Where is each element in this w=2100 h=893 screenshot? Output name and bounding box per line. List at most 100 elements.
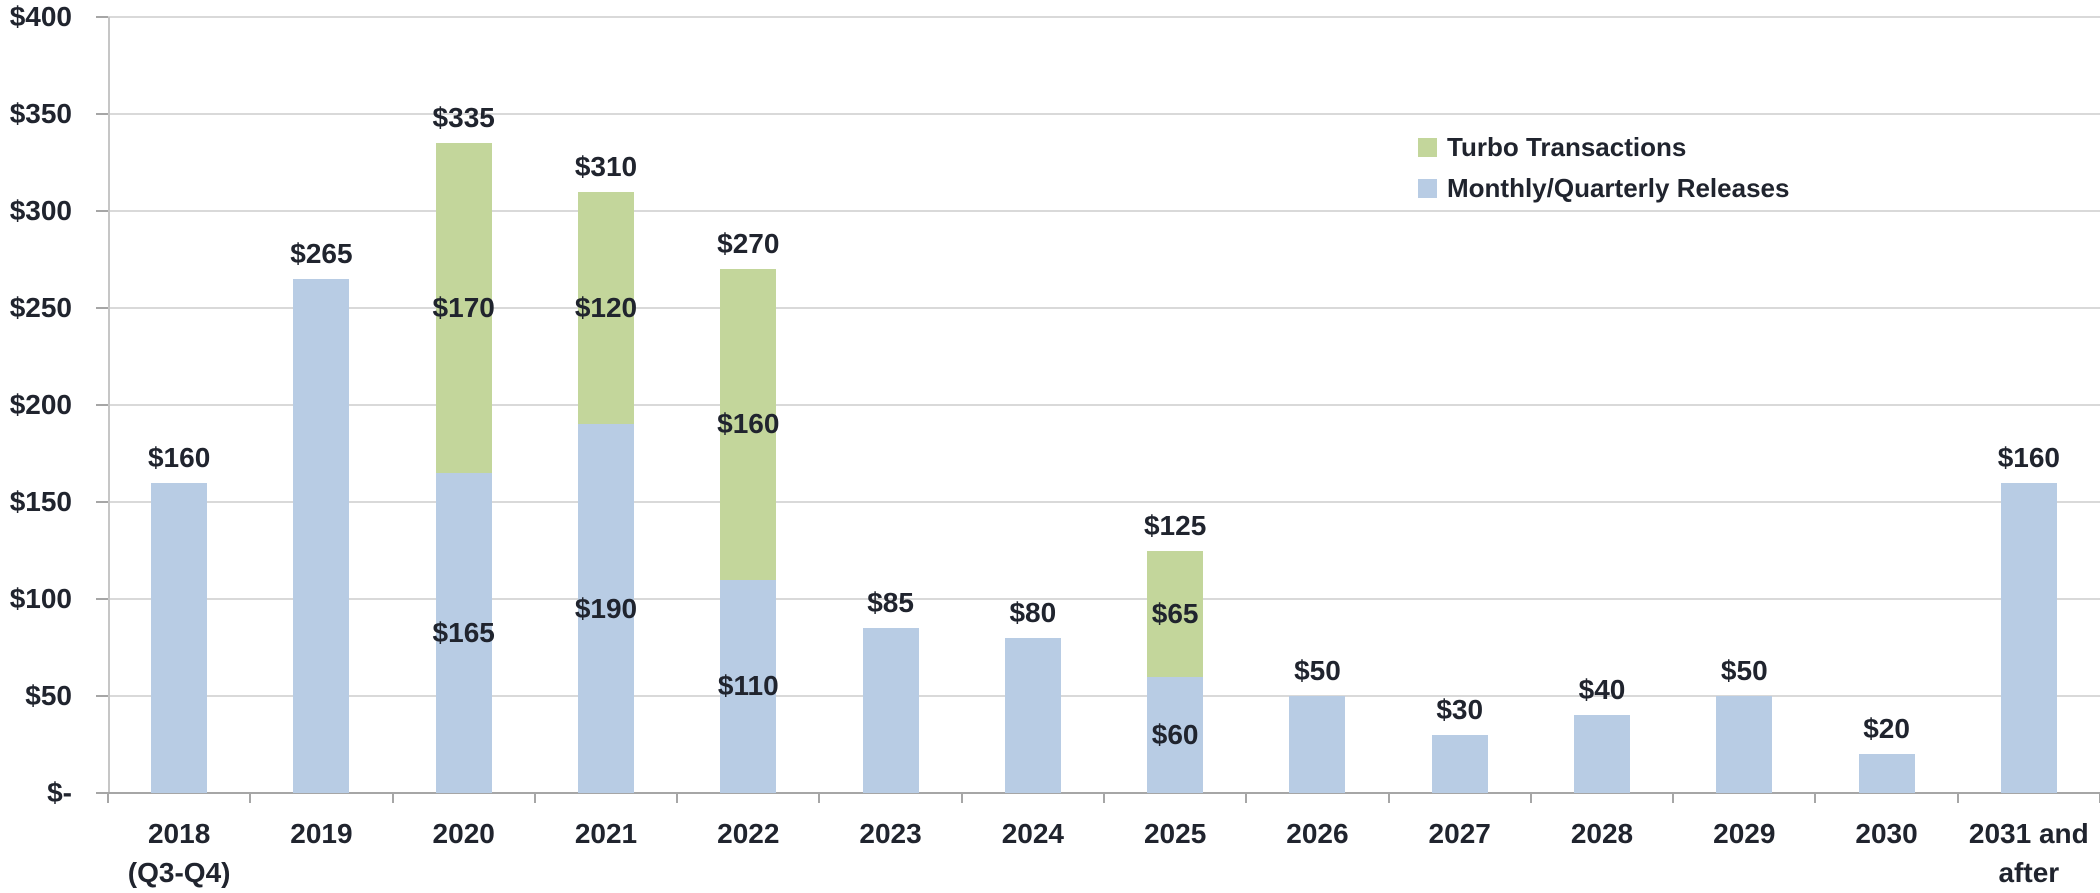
- gridline: [108, 501, 2100, 503]
- x-axis-label-line: 2022: [717, 818, 780, 849]
- bar-segment-monthly: [435, 472, 492, 793]
- y-axis-tick: [96, 404, 108, 406]
- bar-segment-monthly: [578, 424, 634, 793]
- x-axis-label-line: (Q3-Q4): [127, 857, 231, 888]
- x-axis-label: 2029: [1624, 814, 1864, 853]
- bar-segment-monthly: [1716, 696, 1773, 793]
- bar-segment-monthly: [1574, 715, 1630, 793]
- x-axis-tick: [391, 793, 394, 803]
- segment-label-turbo: $170: [432, 292, 495, 323]
- x-axis-tick: [1672, 793, 1675, 803]
- x-axis-label-line: 2029: [1713, 818, 1776, 849]
- x-axis-label-line: 2031 and: [1968, 818, 2089, 849]
- bar-segment-monthly: [151, 482, 208, 793]
- x-axis-label: 2028: [1482, 814, 1722, 853]
- x-axis-label: 2031 and after: [1909, 814, 2100, 892]
- legend-item: Turbo Transactions: [1418, 132, 1789, 162]
- x-axis-tick: [1103, 793, 1105, 803]
- x-axis-label: 2019: [201, 814, 441, 853]
- total-label: $265: [290, 237, 353, 269]
- total-label: $30: [1436, 693, 1484, 725]
- x-axis-label: 2020: [344, 814, 584, 853]
- x-axis-tick: [1956, 793, 1959, 803]
- bar-segment-turbo: [720, 269, 777, 580]
- segment-label-monthly: $110: [717, 670, 779, 702]
- x-axis-label-line: 2025: [1143, 818, 1207, 849]
- y-axis-tick: [96, 210, 108, 212]
- x-axis-label-line: 2020: [432, 818, 495, 849]
- total-label: $160: [1997, 441, 2060, 473]
- total-label: $50: [1720, 655, 1768, 686]
- x-axis-tick: [1245, 793, 1248, 803]
- x-axis-label-line: 2023: [859, 818, 922, 849]
- y-axis-label: $-: [47, 777, 72, 808]
- y-axis-tick: [96, 598, 108, 600]
- y-axis-line: [108, 17, 110, 793]
- gridline: [108, 695, 2100, 697]
- total-label: $270: [717, 228, 780, 260]
- x-axis-tick: [533, 793, 536, 803]
- gridline: [108, 598, 2100, 600]
- x-axis-label-line: 2030: [1855, 818, 1918, 849]
- x-axis-tick: [107, 793, 109, 803]
- x-axis-label: 2021: [486, 814, 726, 853]
- bar-segment-turbo: [578, 191, 634, 425]
- bar-segment-monthly: [1289, 696, 1346, 793]
- total-label: $85: [867, 587, 914, 619]
- y-axis-label: $150: [9, 486, 72, 517]
- gridline: [108, 404, 2100, 406]
- x-axis-label: 2024: [913, 814, 1153, 853]
- chart-legend: Turbo Transactions Monthly/Quarterly Rele…: [1418, 132, 1790, 218]
- x-axis-label-line: 2019: [290, 818, 353, 849]
- y-axis-tick: [96, 307, 108, 309]
- x-axis-tick: [960, 793, 963, 803]
- total-label: $335: [432, 102, 495, 134]
- x-axis-label: 2025: [1055, 814, 1295, 853]
- total-label: $160: [147, 441, 211, 473]
- legend-item: Monthly/Quarterly Releases: [1418, 173, 1790, 203]
- gridline: [108, 307, 2100, 309]
- x-axis-tick: [1529, 793, 1532, 803]
- bar-segment-turbo: [1147, 550, 1204, 677]
- bar-segment-monthly: [720, 579, 777, 793]
- x-axis-label: 2030: [1767, 814, 2007, 853]
- x-axis-tick: [818, 793, 821, 803]
- bar-segment-monthly: [2000, 482, 2057, 793]
- segment-label-turbo: $120: [574, 292, 638, 323]
- segment-label-monthly: $190: [574, 592, 638, 624]
- x-axis-line: [96, 792, 2100, 794]
- total-label: $20: [1863, 713, 1910, 745]
- x-axis-label-line: 2026: [1286, 818, 1349, 849]
- y-axis-tick: [96, 16, 108, 18]
- y-axis-tick: [96, 501, 108, 503]
- legend-label: Monthly/Quarterly Releases: [1447, 173, 1790, 203]
- x-axis-tick: [676, 793, 679, 803]
- legend-swatch-icon: [1418, 178, 1437, 198]
- legend-swatch-icon: [1418, 137, 1437, 157]
- x-axis-label-line: after: [1998, 857, 2060, 888]
- total-label: $125: [1143, 509, 1207, 541]
- y-axis-tick: [96, 113, 108, 115]
- x-axis-label-line: 2027: [1428, 818, 1491, 849]
- segment-label-turbo: $65: [1151, 597, 1199, 629]
- total-label: $310: [574, 150, 638, 182]
- x-axis-label: 2023: [771, 814, 1011, 853]
- y-axis-label: $200: [9, 389, 72, 420]
- segment-label-monthly: $60: [1151, 718, 1199, 750]
- total-label: $50: [1294, 655, 1341, 686]
- y-axis-label: $250: [9, 292, 72, 323]
- y-axis-label: $100: [9, 583, 72, 614]
- y-axis-tick: [96, 695, 108, 697]
- x-axis-label-line: 2024: [1001, 818, 1064, 849]
- gridline: [108, 113, 2100, 115]
- gridline: [108, 210, 2100, 212]
- x-axis-label: 2027: [1340, 814, 1580, 853]
- y-axis-label: $50: [25, 680, 72, 711]
- y-axis-label: $400: [9, 1, 72, 32]
- bar-segment-turbo: [435, 143, 492, 473]
- bar-segment-monthly: [1858, 754, 1915, 793]
- bar-segment-monthly: [1147, 676, 1204, 793]
- x-axis-tick: [1387, 793, 1390, 803]
- legend-label: Turbo Transactions: [1447, 132, 1687, 162]
